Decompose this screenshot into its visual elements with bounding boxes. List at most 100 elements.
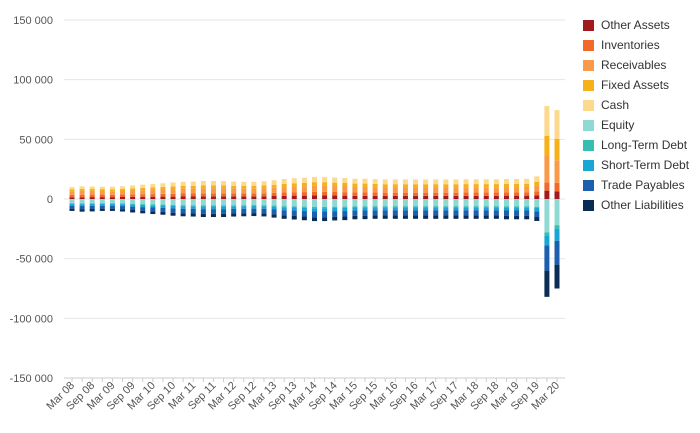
bar-segment	[251, 208, 257, 214]
bar-segment	[120, 199, 126, 204]
bar-segment	[79, 188, 85, 191]
bar-segment	[130, 206, 136, 210]
bar-segment	[89, 205, 95, 210]
bar-segment	[352, 195, 358, 199]
legend-swatch	[583, 139, 594, 151]
bar-segment	[493, 199, 499, 207]
bar-segment	[190, 196, 196, 199]
y-tick-label: -150 000	[10, 373, 53, 385]
bar-segment	[221, 181, 227, 186]
bar-segment	[423, 215, 429, 219]
bar-segment	[231, 199, 237, 206]
bar-segment	[524, 210, 530, 216]
bar-segment	[160, 183, 166, 187]
bar-segment	[534, 181, 540, 186]
bar-segment	[200, 188, 206, 194]
bar-segment	[261, 206, 267, 209]
bar-segment	[170, 205, 176, 209]
bar-segment	[514, 178, 520, 184]
legend-swatch	[583, 99, 594, 111]
bar-segment	[160, 186, 166, 190]
bar-segment	[332, 207, 338, 212]
bar-segment	[413, 195, 419, 199]
bar-segment	[160, 204, 166, 206]
bar-segment	[453, 215, 459, 219]
legend-item[interactable]: Equity	[583, 115, 689, 135]
bar-segment	[524, 199, 530, 207]
bar-segment	[332, 191, 338, 196]
bar-segment	[372, 215, 378, 219]
bar-segment	[372, 195, 378, 199]
bar-segment	[554, 228, 560, 241]
bar-segment	[291, 206, 297, 208]
legend-label: Other Liabilities	[601, 198, 684, 212]
bar-segment	[200, 185, 206, 189]
bar-segment	[281, 192, 287, 196]
legend-swatch	[583, 19, 594, 31]
bar-segment	[534, 199, 540, 207]
bar-segment	[261, 181, 267, 186]
bar-segment	[514, 207, 520, 211]
bar-segment	[524, 195, 530, 199]
bar-segment	[362, 178, 368, 184]
bar-segment	[473, 187, 479, 193]
bar-segment	[241, 188, 247, 194]
bar-segment	[493, 215, 499, 219]
bar-segment	[109, 203, 115, 206]
bar-segment	[493, 206, 499, 208]
bar-segment	[493, 179, 499, 185]
bar-segment	[352, 215, 358, 220]
bar-segment	[372, 187, 378, 193]
bar-segment	[514, 210, 520, 216]
bar-segment	[79, 186, 85, 189]
legend: Other Assets Inventories Receivables Fixed …	[583, 15, 689, 215]
bar-segment	[423, 179, 429, 185]
bar-segment	[402, 192, 408, 196]
bar-segment	[301, 177, 307, 183]
bar-segment	[342, 207, 348, 212]
bar-segment	[312, 208, 317, 212]
bar-segment	[291, 186, 297, 193]
legend-item[interactable]: Fixed Assets	[583, 75, 689, 95]
bar-segment	[423, 210, 429, 216]
bar-segment	[382, 215, 388, 219]
bar-segment	[140, 204, 146, 205]
bar-segment	[271, 180, 277, 185]
legend-item[interactable]: Short-Term Debt	[583, 155, 689, 175]
bar-segment	[544, 105, 550, 136]
bar-segment	[140, 204, 146, 208]
bar-segment	[312, 206, 317, 209]
bar-segment	[554, 182, 560, 192]
bar-segment	[221, 188, 227, 194]
bar-segment	[433, 187, 439, 193]
bar-segment	[352, 199, 358, 207]
bar-segment	[200, 209, 206, 214]
bar-segment	[210, 193, 216, 197]
bar-segment	[352, 206, 358, 208]
bar-segment	[312, 195, 317, 199]
legend-swatch	[583, 79, 594, 91]
legend-item[interactable]: Other Assets	[583, 15, 689, 35]
bar-segment	[200, 205, 206, 207]
bar-segment	[342, 192, 348, 196]
bar-segment	[332, 211, 338, 217]
bar-segment	[322, 217, 328, 222]
bar-segment	[362, 192, 368, 196]
bar-segment	[221, 206, 227, 210]
bar-segment	[544, 190, 550, 199]
legend-swatch	[583, 199, 594, 211]
legend-item[interactable]: Inventories	[583, 35, 689, 55]
bar-segment	[231, 185, 237, 189]
bar-segment	[524, 192, 530, 196]
bar-segment	[534, 206, 540, 208]
legend-item[interactable]: Trade Payables	[583, 175, 689, 195]
bars	[69, 105, 560, 297]
legend-label: Other Assets	[601, 18, 670, 32]
legend-item[interactable]: Long-Term Debt	[583, 135, 689, 155]
legend-item[interactable]: Cash	[583, 95, 689, 115]
bar-segment	[150, 187, 156, 190]
legend-item[interactable]: Receivables	[583, 55, 689, 75]
legend-item[interactable]: Other Liabilities	[583, 195, 689, 215]
bar-segment	[281, 195, 287, 199]
bar-segment	[493, 207, 499, 211]
